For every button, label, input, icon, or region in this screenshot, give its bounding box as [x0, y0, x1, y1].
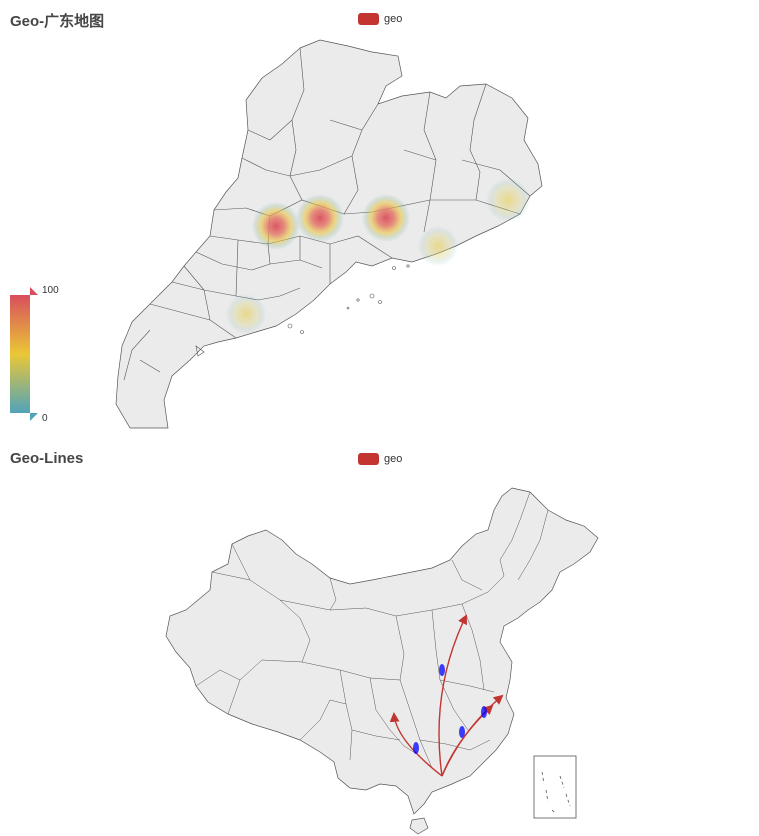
flow-effect-symbol — [459, 726, 465, 738]
visual-map-min-handle[interactable] — [30, 413, 38, 421]
visual-map-min-label: 0 — [42, 413, 48, 424]
south-china-sea-inset — [533, 755, 577, 819]
guangdong-heatmap-chart: Geo-广东地图 geo — [0, 0, 759, 430]
flow-line-1[interactable] — [389, 712, 443, 777]
flow-effect-symbol — [439, 664, 445, 676]
legend-item-geo[interactable]: geo — [358, 453, 402, 465]
flow-effect-symbol — [413, 742, 419, 754]
heat-spot-1 — [252, 202, 300, 250]
china-lines-chart: Geo-Lines geo — [0, 440, 759, 836]
guangdong-map[interactable] — [0, 0, 759, 430]
heat-spot-2 — [296, 194, 344, 242]
visual-map-gradient-bar[interactable] — [10, 295, 30, 413]
flow-line-4[interactable] — [441, 694, 504, 777]
province-borders — [195, 491, 549, 769]
heat-spot-5 — [486, 178, 530, 222]
legend-label: geo — [384, 13, 403, 25]
heat-spot-3 — [362, 194, 410, 242]
islands — [195, 264, 410, 357]
visual-map[interactable]: 100 0 — [10, 285, 70, 425]
heat-spot-4 — [418, 226, 458, 266]
country-outline — [165, 487, 599, 815]
visual-map-max-label: 100 — [42, 285, 59, 296]
chart-title: Geo-Lines — [10, 450, 84, 467]
legend-swatch — [358, 13, 379, 25]
heatmap-layer — [226, 178, 530, 334]
flow-lines-layer — [389, 614, 504, 777]
legend-label: geo — [384, 453, 403, 465]
flow-effect-symbol — [481, 706, 487, 718]
heat-spot-6 — [226, 294, 266, 334]
hainan-island — [409, 817, 429, 835]
china-map[interactable] — [0, 440, 759, 836]
legend-swatch — [358, 453, 379, 465]
flow-line-2[interactable] — [438, 614, 467, 777]
visual-map-max-handle[interactable] — [30, 287, 38, 295]
chart-title: Geo-广东地图 — [10, 13, 105, 30]
legend-item-geo[interactable]: geo — [358, 13, 402, 25]
